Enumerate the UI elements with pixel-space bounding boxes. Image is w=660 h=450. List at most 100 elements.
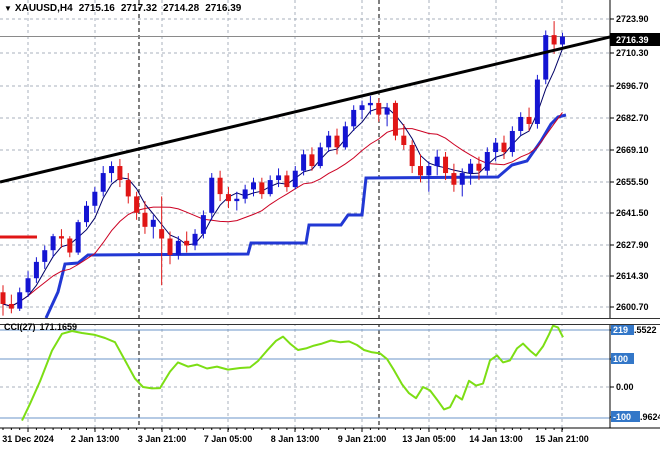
indicator-level-box — [611, 411, 640, 422]
bull-candle — [42, 250, 48, 262]
svg-text:9 Jan 21:00: 9 Jan 21:00 — [338, 434, 387, 444]
svg-text:2627.90: 2627.90 — [616, 240, 649, 250]
svg-text:0.00: 0.00 — [616, 382, 634, 392]
bear-candle — [0, 292, 6, 304]
bull-candle — [434, 156, 440, 167]
bull-candle — [326, 135, 332, 148]
bear-candle — [376, 102, 382, 115]
bull-candle — [75, 222, 81, 253]
cci-line — [21, 324, 564, 422]
bear-candle — [476, 163, 482, 171]
bull-candle — [109, 166, 115, 174]
bull-candle — [518, 116, 524, 131]
bull-candle — [351, 109, 357, 127]
bear-candle — [184, 240, 190, 246]
svg-text:31 Dec 2024: 31 Dec 2024 — [2, 434, 54, 444]
cci-indicator-name: CCI(27) — [4, 322, 36, 332]
ohlc-high: 2717.32 — [120, 3, 158, 14]
main-chart-area[interactable] — [0, 21, 610, 318]
bear-candle — [125, 180, 131, 197]
price-axis[interactable]: 2723.90 2710.30 2696.70 2682.70 2669.10 2655.… — [609, 0, 660, 428]
bull-candle — [559, 36, 565, 45]
bull-candle — [175, 240, 181, 255]
bull-candle — [543, 35, 549, 80]
ohlc-open: 2715.16 — [78, 3, 115, 14]
svg-text:8 Jan 13:00: 8 Jan 13:00 — [271, 434, 320, 444]
svg-text:7 Jan 05:00: 7 Jan 05:00 — [204, 434, 253, 444]
cci-indicator-value: 171.1659 — [39, 322, 78, 332]
bull-candle — [367, 102, 373, 106]
bear-candle — [418, 166, 423, 176]
bear-candle — [159, 229, 165, 239]
bear-candle — [443, 156, 449, 174]
bull-candle — [200, 215, 206, 234]
bear-candle — [526, 116, 532, 124]
bull-candle — [468, 163, 474, 174]
svg-text:219: 219 — [613, 325, 628, 335]
candles-layer — [0, 21, 565, 316]
svg-text:2614.30: 2614.30 — [616, 271, 649, 281]
svg-text:2641.50: 2641.50 — [616, 208, 649, 218]
bull-candle — [384, 107, 390, 115]
bull-candle — [359, 105, 365, 110]
bull-candle — [209, 177, 215, 213]
bull-candle — [100, 173, 106, 192]
svg-text:2600.70: 2600.70 — [616, 302, 649, 312]
bear-candle — [167, 238, 173, 255]
support-step-line — [44, 113, 567, 318]
bear-candle — [217, 177, 223, 195]
bear-candle — [551, 35, 557, 45]
bear-candle — [401, 135, 407, 146]
symbol-period-label: XAUUSD,H4 — [14, 3, 73, 14]
ma-slow-line — [2, 112, 563, 307]
svg-text:100: 100 — [613, 354, 628, 364]
svg-text:14 Jan 13:00: 14 Jan 13:00 — [469, 434, 523, 444]
indicator-level-box — [611, 324, 634, 335]
bull-candle — [509, 130, 515, 153]
bear-candle — [451, 173, 457, 185]
svg-text:.9624: .9624 — [640, 412, 660, 422]
bull-candle — [251, 182, 256, 190]
svg-text:2 Jan 13:00: 2 Jan 13:00 — [71, 434, 120, 444]
cci-indicator-window[interactable] — [0, 324, 610, 422]
bull-candle — [317, 147, 323, 167]
svg-text:2716.39: 2716.39 — [616, 35, 649, 45]
bear-candle — [334, 135, 340, 148]
bear-candle — [501, 142, 507, 153]
cci-indicator-label: CCI(27) 171.1659 — [4, 322, 81, 332]
bull-candle — [534, 79, 540, 124]
svg-text:2696.70: 2696.70 — [616, 81, 649, 91]
bull-candle — [33, 261, 39, 279]
bull-candle — [426, 166, 432, 176]
bear-candle — [309, 154, 315, 167]
bull-candle — [301, 154, 307, 171]
symbol-dropdown-icon[interactable]: ▼ — [4, 4, 12, 13]
bull-candle — [150, 219, 156, 227]
bull-candle — [50, 236, 56, 251]
trend-line[interactable] — [0, 35, 610, 184]
bear-candle — [259, 182, 265, 195]
bull-candle — [292, 170, 298, 188]
bear-candle — [409, 145, 415, 167]
svg-text:.5522: .5522 — [634, 325, 657, 335]
window-separator-handle[interactable] — [0, 318, 660, 325]
bear-candle — [134, 196, 140, 213]
bear-candle — [117, 166, 123, 181]
bull-candle — [484, 152, 490, 171]
bear-candle — [225, 194, 231, 202]
time-axis[interactable]: 31 Dec 2024 2 Jan 13:00 3 Jan 21:00 7 Jan 0… — [0, 427, 660, 444]
ohlc-close: 2716.39 — [205, 3, 242, 14]
bull-candle — [493, 142, 499, 153]
period-separator-lines — [138, 0, 380, 428]
svg-text:2723.90: 2723.90 — [616, 14, 649, 24]
bull-candle — [267, 180, 273, 195]
svg-text:2669.10: 2669.10 — [616, 145, 649, 155]
svg-text:13 Jan 05:00: 13 Jan 05:00 — [402, 434, 456, 444]
svg-text:2710.30: 2710.30 — [616, 48, 649, 58]
chart-title: ▼ XAUUSD,H4 2715.16 2717.32 2714.28 2716.39 — [4, 3, 247, 14]
bull-candle — [92, 191, 98, 206]
bull-candle — [342, 126, 348, 148]
ma-fast-line — [2, 48, 563, 307]
